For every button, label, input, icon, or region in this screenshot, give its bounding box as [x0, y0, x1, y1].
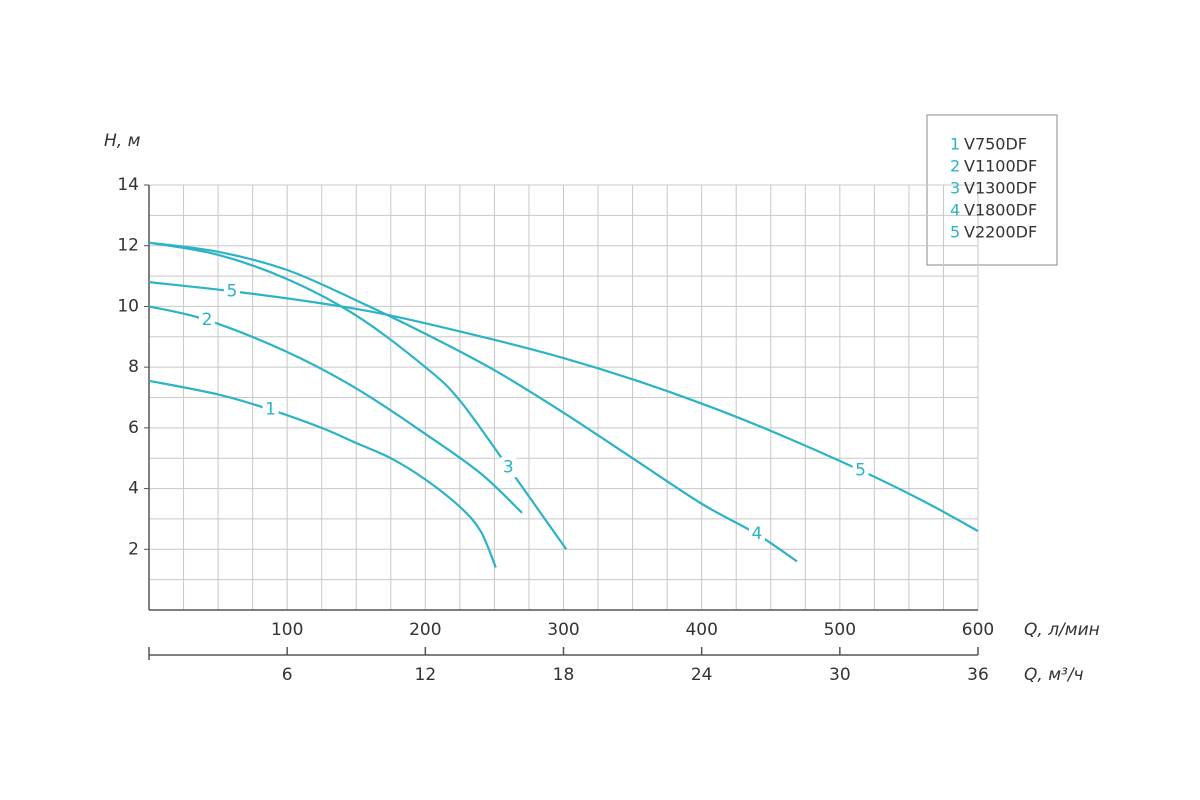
curve-label-bg: [748, 524, 765, 545]
x2-tick-label: 36: [967, 665, 989, 685]
curve-label: 2: [202, 310, 213, 330]
y-tick-label: 6: [128, 418, 139, 438]
x-tick-label: 500: [824, 620, 856, 640]
legend-label: V1800DF: [964, 201, 1037, 220]
x-tick-label: 400: [685, 620, 717, 640]
x2-tick-label: 18: [553, 665, 575, 685]
curve-label-bg: [262, 399, 279, 420]
curve-label-bg: [223, 281, 240, 302]
curve-label-bg: [852, 460, 869, 481]
curve-label-bg: [500, 457, 517, 478]
curve-label-bg: [199, 310, 216, 331]
x-tick-label: 100: [271, 620, 303, 640]
x2-tick-label: 24: [691, 665, 713, 685]
legend-key: 5: [950, 223, 960, 242]
legend-label: V2200DF: [964, 223, 1037, 242]
legend-key: 1: [950, 135, 960, 154]
y-tick-label: 8: [128, 357, 139, 377]
curve-label: 5: [855, 460, 866, 480]
curve-label: 1: [265, 400, 276, 420]
y-tick-label: 12: [117, 236, 139, 256]
x2-axis-label: Q, м³/ч: [1024, 665, 1084, 685]
y-tick-label: 14: [117, 175, 139, 195]
curve-label: 3: [503, 457, 514, 477]
y-tick-label: 4: [128, 479, 139, 499]
legend-key: 3: [950, 179, 960, 198]
legend-label: V1300DF: [964, 179, 1037, 198]
x-tick-label: 200: [409, 620, 441, 640]
curve: [148, 241, 798, 563]
legend-label: V1100DF: [964, 157, 1037, 176]
legend-key: 4: [950, 201, 960, 220]
y-tick-label: 10: [117, 296, 139, 316]
legend-box: [926, 114, 1058, 266]
x-tick-label: 300: [547, 620, 579, 640]
x2-tick-label: 30: [829, 665, 851, 685]
curve-label: 5: [226, 281, 237, 301]
x2-tick-label: 12: [415, 665, 437, 685]
curve: [148, 379, 497, 568]
x-tick-label: 600: [962, 620, 994, 640]
legend-label: V750DF: [964, 135, 1027, 154]
x2-tick-label: 6: [282, 665, 293, 685]
legend-key: 2: [950, 157, 960, 176]
y-axis-label: H, м: [104, 131, 141, 151]
y-tick-label: 2: [128, 539, 139, 559]
curve-label: 4: [752, 524, 763, 544]
x-axis-label: Q, л/мин: [1024, 620, 1100, 640]
